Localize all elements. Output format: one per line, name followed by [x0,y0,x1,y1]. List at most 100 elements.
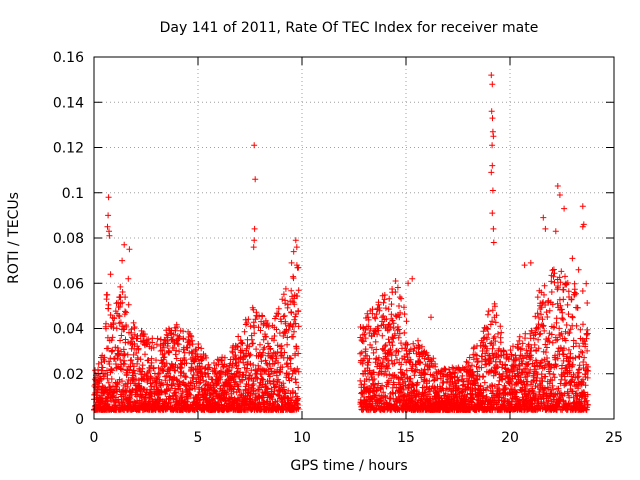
scatter-point [119,299,126,306]
scatter-point [558,268,565,275]
scatter-point [584,401,591,408]
scatter-point [474,376,481,383]
scatter-point [258,358,265,365]
scatter-point [576,343,583,350]
scatter-point [117,319,124,326]
scatter-point [382,343,388,350]
scatter-point [294,293,301,300]
scatter-point [489,81,496,88]
scatter-point [234,368,241,375]
scatter-point [243,369,249,376]
scatter-point [184,398,191,405]
scatter-point [473,363,480,370]
y-tick-label: 0.1 [62,186,84,202]
scatter-point [528,352,535,359]
scatter-point [128,357,135,363]
scatter-point [551,270,558,277]
scatter-point [292,237,299,244]
scatter-point [137,356,144,363]
scatter-point [102,386,109,393]
scatter-point [215,380,222,387]
scatter-point [103,320,109,327]
scatter-point [529,385,536,392]
scatter-point [267,365,274,372]
scatter-point [357,334,364,341]
scatter-point [549,377,556,384]
scatter-point [386,295,393,302]
scatter-point [388,357,395,364]
scatter-point [274,310,280,317]
scatter-point [206,364,213,371]
scatter-point [405,280,412,287]
x-tick-label: 10 [293,430,311,446]
x-tick-label: 15 [397,430,415,446]
scatter-point [563,380,570,387]
scatter-point [490,239,497,246]
scatter-point [149,339,156,346]
scatter-point [288,259,295,266]
scatter-point [141,331,148,338]
scatter-point [579,223,586,230]
scatter-point [492,319,499,326]
scatter-point [472,385,478,392]
scatter-point [199,355,206,362]
scatter-point [564,279,571,286]
scatter-point [410,340,417,347]
scatter-point [360,338,367,345]
scatter-point [386,321,393,328]
scatter-point [479,339,486,346]
scatter-point [388,349,395,356]
scatter-point [380,299,387,306]
scatter-point [499,364,505,371]
scatter-point [559,315,566,322]
scatter-point [271,333,278,339]
scatter-point [281,386,288,393]
x-tick-label: 20 [501,430,519,446]
scatter-point [434,375,441,382]
scatter-point [241,328,248,335]
scatter-point [539,316,546,323]
scatter-point [293,379,300,386]
scatter-point [253,309,260,316]
scatter-point [251,330,258,337]
y-axis-label: ROTI / TECUs [6,192,22,284]
scatter-point [569,314,576,321]
scatter-point [105,212,112,219]
scatter-point [200,377,207,384]
scatter-point [556,325,563,332]
scatter-point [403,367,410,374]
scatter-point [250,244,257,251]
scatter-point [281,389,288,396]
scatter-point [571,286,578,293]
scatter-point [548,278,555,285]
scatter-point [495,330,501,337]
scatter-point [121,361,128,368]
scatter-point [103,395,110,402]
scatter-point [130,319,137,326]
scatter-point [128,338,135,345]
scatter-point [188,348,195,355]
scatter-point [285,301,291,308]
scatter-point [239,377,246,384]
scatter-point [566,329,573,336]
y-tick-label: 0.06 [53,276,84,292]
scatter-point [128,326,135,333]
scatter-point [165,340,171,347]
scatter-point [109,367,116,374]
scatter-point [565,311,572,318]
scatter-point [132,370,138,377]
scatter-point [550,386,557,393]
scatter-point [139,362,146,369]
scatter-point [129,386,136,393]
scatter-point [581,354,588,361]
scatter-point [557,279,564,286]
scatter-point [287,355,294,362]
scatter-point [245,376,252,383]
scatter-point [261,344,268,351]
scatter-point [562,337,569,344]
scatter-point [489,318,496,325]
scatter-point [498,329,505,336]
scatter-point [223,391,230,398]
scatter-point [169,336,176,343]
scatter-point [382,342,389,348]
